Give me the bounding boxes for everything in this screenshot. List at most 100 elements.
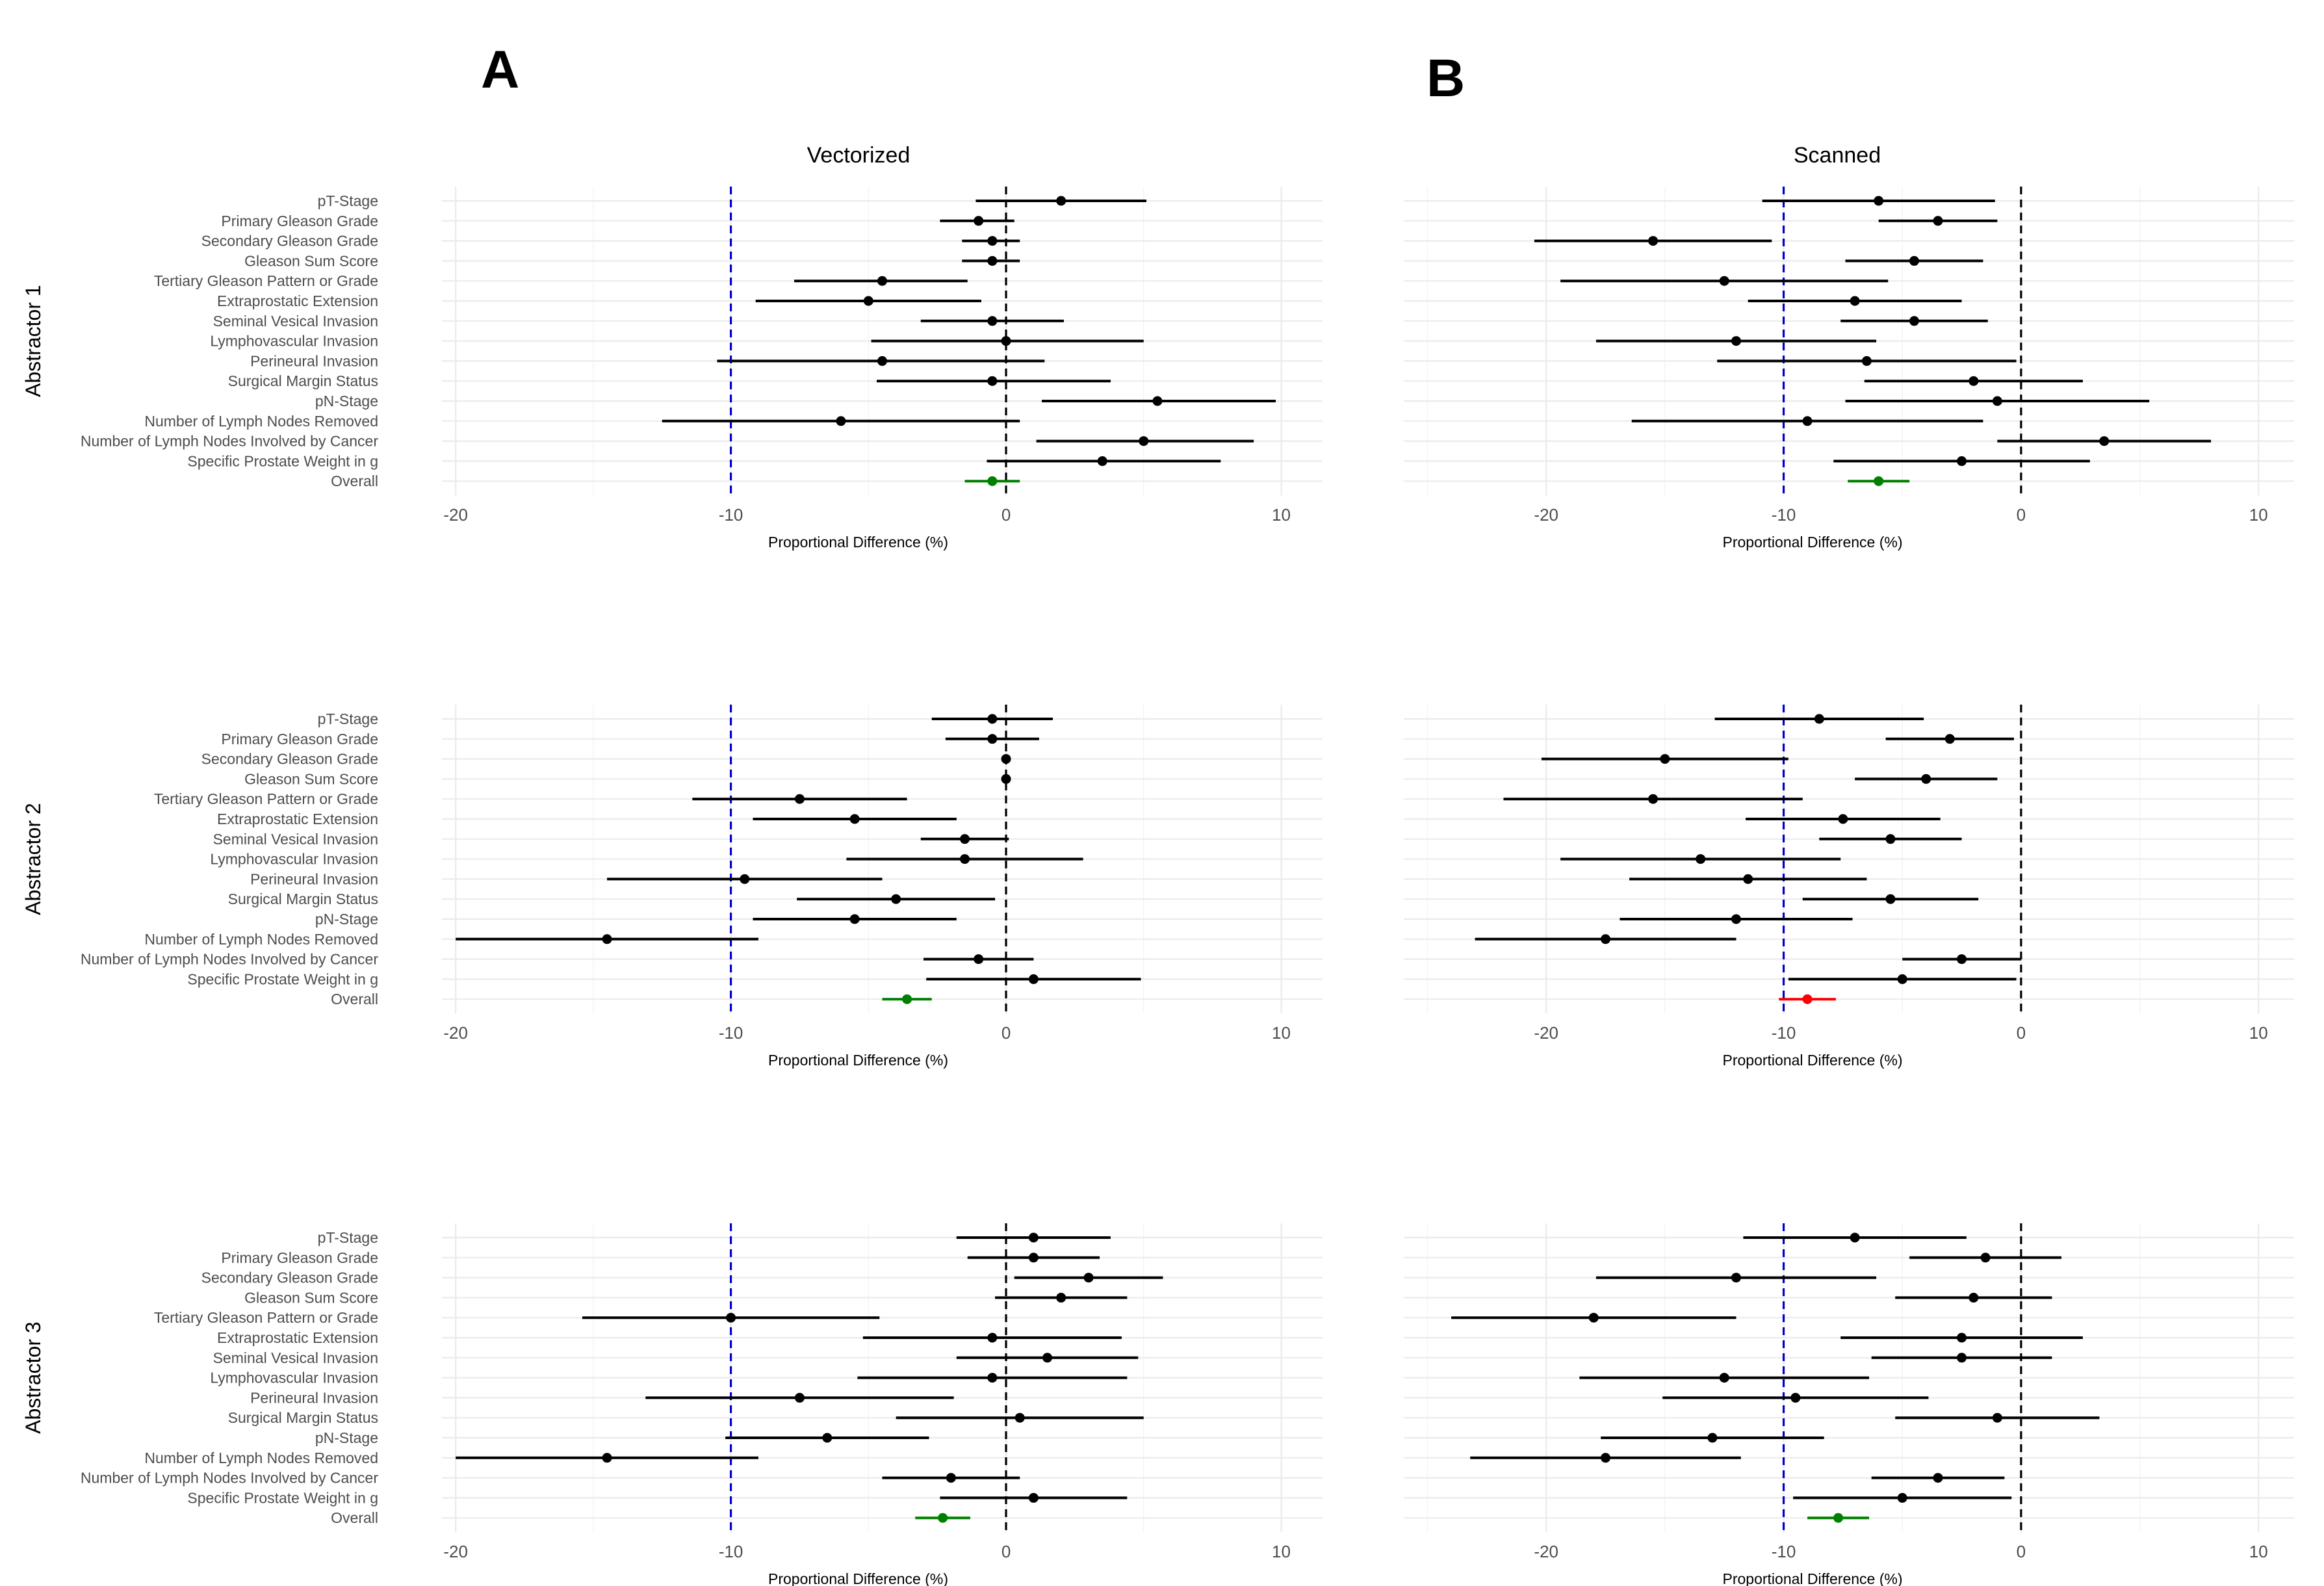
y-tick-label: pN-Stage	[315, 911, 378, 928]
estimate-point	[1731, 914, 1741, 924]
x-axis-title: Proportional Difference (%)	[768, 534, 948, 551]
estimate-point	[1933, 216, 1943, 226]
estimate-point	[836, 416, 846, 426]
y-tick-label: Overall	[331, 991, 378, 1008]
x-tick-label: -20	[443, 1542, 468, 1561]
estimate-point	[1660, 754, 1670, 764]
y-tick-label: Lymphovascular Invasion	[210, 1370, 378, 1386]
y-tick-label: Surgical Margin Status	[228, 372, 378, 389]
estimate-point	[1097, 456, 1107, 466]
estimate-point	[987, 255, 998, 266]
y-tick-label: Tertiary Gleason Pattern or Grade	[154, 790, 378, 807]
x-tick-label: 10	[1272, 1023, 1291, 1043]
estimate-point	[1719, 1373, 1729, 1383]
panel-2-2: -20 -10 0 10 Proportional Difference (%)	[1404, 705, 2294, 1069]
estimate-point	[1957, 954, 1967, 965]
estimate-point	[1028, 1492, 1039, 1503]
y-tick-label: Secondary Gleason Grade	[201, 233, 378, 250]
estimate-point	[877, 356, 887, 366]
y-tick-label: Perineural Invasion	[250, 1389, 378, 1406]
estimate-point	[1885, 834, 1896, 844]
overall-estimate-point	[1802, 994, 1813, 1004]
estimate-point	[1056, 1292, 1066, 1303]
estimate-point	[1731, 336, 1741, 346]
x-tick-label: -10	[1772, 1023, 1796, 1043]
estimate-point	[877, 276, 887, 286]
x-tick-label: 10	[1272, 1542, 1291, 1561]
x-tick-label: -10	[719, 1023, 743, 1043]
estimate-point	[1001, 336, 1011, 346]
overall-estimate-point	[1833, 1513, 1844, 1523]
estimate-point	[1601, 1453, 1611, 1463]
estimate-point	[602, 934, 612, 944]
y-tick-label: Gleason Sum Score	[244, 770, 378, 787]
estimate-point	[849, 914, 860, 924]
column-title-vectorized: Vectorized	[807, 143, 910, 168]
y-tick-label: Gleason Sum Score	[244, 252, 378, 269]
estimate-point	[1957, 1353, 1967, 1363]
estimate-point	[1909, 316, 1919, 326]
y-tick-label: Primary Gleason Grade	[221, 1249, 378, 1266]
x-axis-title: Proportional Difference (%)	[768, 1570, 948, 1586]
y-tick-label: Perineural Invasion	[250, 352, 378, 369]
x-tick-label: -20	[1534, 1542, 1558, 1561]
estimate-point	[1648, 236, 1659, 246]
y-tick-label: Tertiary Gleason Pattern or Grade	[154, 272, 378, 289]
estimate-point	[1152, 396, 1163, 406]
x-axis-title: Proportional Difference (%)	[1723, 1570, 1903, 1586]
y-tick-label: Secondary Gleason Grade	[201, 1269, 378, 1286]
estimate-point	[1601, 934, 1611, 944]
y-tick-label: Extraprostatic Extension	[217, 292, 378, 309]
row-title: Abstractor 3	[21, 1321, 45, 1434]
y-tick-label: Number of Lymph Nodes Involved by Cancer	[81, 433, 378, 450]
estimate-point	[946, 1473, 956, 1483]
estimate-point	[1861, 356, 1872, 366]
estimate-point	[863, 296, 873, 306]
estimate-point	[602, 1453, 612, 1463]
estimate-point	[1707, 1433, 1718, 1443]
y-tick-label: pT-Stage	[318, 710, 378, 727]
y-tick-label: Gleason Sum Score	[244, 1289, 378, 1306]
estimate-point	[960, 854, 970, 864]
x-tick-label: -10	[719, 1542, 743, 1561]
estimate-point	[1850, 1232, 1860, 1243]
x-tick-label: 0	[2017, 1023, 2026, 1043]
estimate-point	[1588, 1312, 1599, 1323]
row-title: Abstractor 1	[21, 285, 45, 397]
estimate-point	[1743, 874, 1753, 884]
panel-letter-b: B	[1427, 49, 1465, 108]
x-tick-label: -20	[443, 505, 468, 525]
panel-3-1: pT-Stage Primary Gleason Grade Secondary G…	[21, 1223, 1323, 1586]
y-tick-label: Specific Prostate Weight in g	[187, 452, 378, 469]
y-tick-label: Overall	[331, 1509, 378, 1526]
x-axis-title: Proportional Difference (%)	[1723, 1052, 1903, 1069]
estimate-point	[891, 894, 901, 904]
estimate-point	[1874, 196, 1884, 206]
estimate-point	[1909, 255, 1919, 266]
overall-estimate-point	[902, 994, 912, 1004]
y-tick-label: Number of Lymph Nodes Removed	[144, 931, 378, 948]
x-tick-label: 10	[2249, 505, 2268, 525]
y-tick-label: Extraprostatic Extension	[217, 811, 378, 827]
estimate-point	[1696, 854, 1706, 864]
y-tick-label: Overall	[331, 473, 378, 489]
estimate-point	[987, 1373, 998, 1383]
x-tick-label: 0	[1001, 505, 1011, 525]
y-tick-label: Secondary Gleason Grade	[201, 751, 378, 768]
estimate-point	[1790, 1392, 1801, 1403]
y-tick-label: pN-Stage	[315, 1429, 378, 1446]
estimate-point	[1897, 1492, 1907, 1503]
overall-estimate-point	[938, 1513, 948, 1523]
estimate-point	[1014, 1412, 1025, 1423]
overall-estimate-point	[987, 476, 998, 486]
estimate-point	[726, 1312, 736, 1323]
estimate-point	[1731, 1273, 1741, 1283]
y-tick-label: pT-Stage	[318, 1229, 378, 1246]
estimate-point	[1850, 296, 1860, 306]
estimate-point	[1719, 276, 1729, 286]
x-tick-label: -10	[1772, 505, 1796, 525]
panel-2-1: pT-Stage Primary Gleason Grade Secondary G…	[21, 705, 1323, 1069]
estimate-point	[1980, 1253, 1991, 1263]
estimate-point	[794, 794, 805, 804]
